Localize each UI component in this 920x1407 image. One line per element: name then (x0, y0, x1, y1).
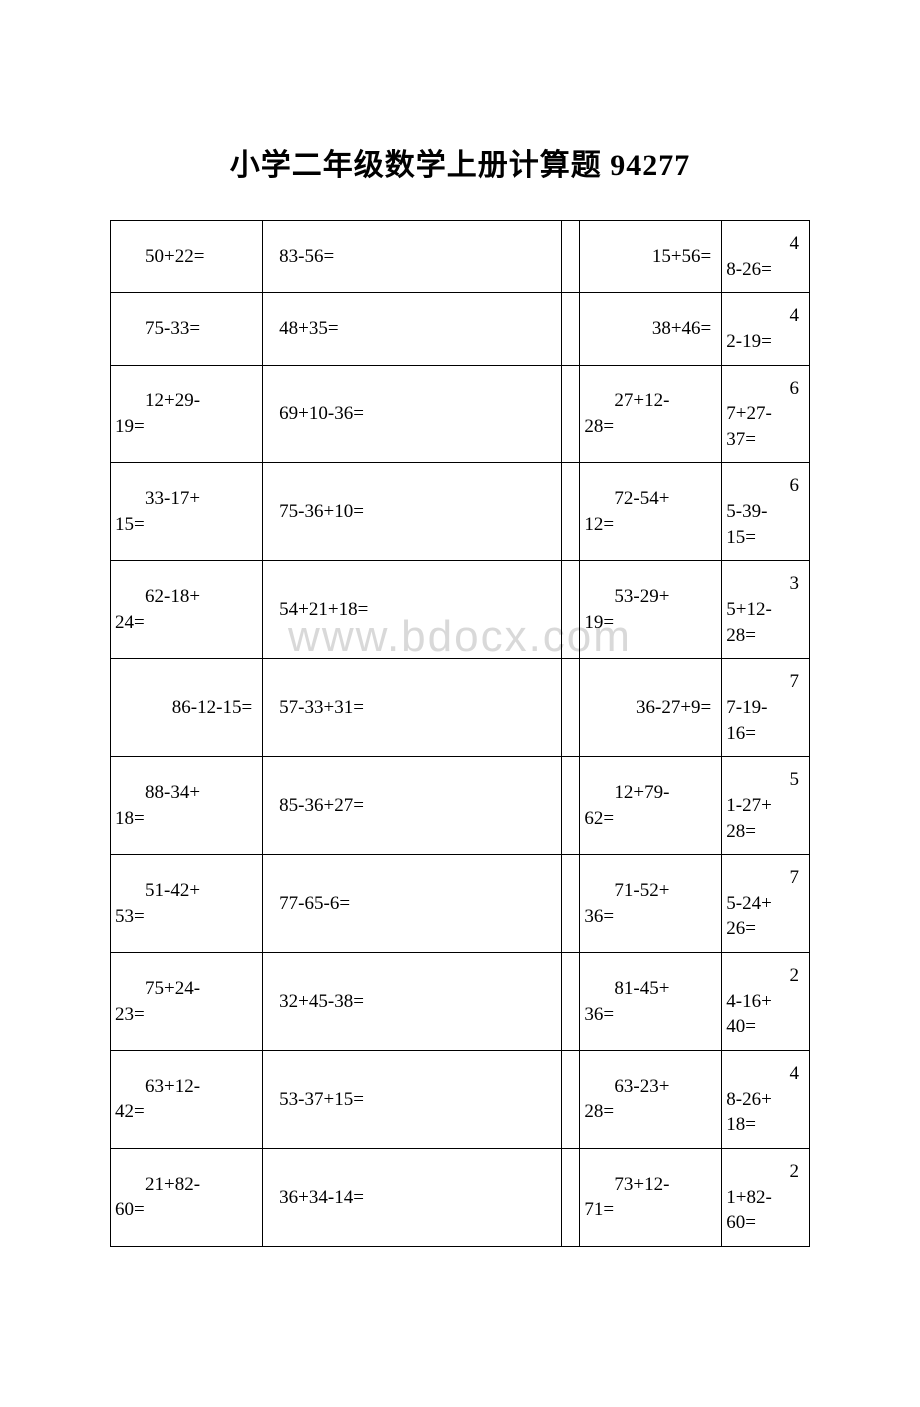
cell: 48-26= (722, 221, 810, 293)
cell: 83-56= (263, 221, 562, 293)
cell: 53-29+19= (580, 561, 722, 659)
cell: 42-19= (722, 293, 810, 365)
math-problems-table: 50+22=83-56=15+56=48-26=75-33=48+35=38+4… (110, 220, 810, 1247)
cell: 36+34-14= (263, 1148, 562, 1246)
cell: 75-24+26= (722, 855, 810, 953)
cell (562, 221, 580, 293)
cell (562, 365, 580, 463)
cell: 21+82-60= (722, 1148, 810, 1246)
cell: 77-19-16= (722, 659, 810, 757)
cell: 62-18+24= (111, 561, 263, 659)
cell (562, 659, 580, 757)
cell: 75-36+10= (263, 463, 562, 561)
cell: 27+12-28= (580, 365, 722, 463)
cell: 71-52+36= (580, 855, 722, 953)
cell (562, 953, 580, 1051)
cell (562, 757, 580, 855)
table-row: 21+82-60=36+34-14=73+12-71=21+82-60= (111, 1148, 810, 1246)
cell: 63+12-42= (111, 1051, 263, 1149)
table-row: 12+29-19=69+10-36=27+12-28=67+27-37= (111, 365, 810, 463)
page-title: 小学二年级数学上册计算题 94277 (110, 140, 810, 184)
cell: 67+27-37= (722, 365, 810, 463)
table-row: 63+12-42=53-37+15=63-23+28=48-26+18= (111, 1051, 810, 1149)
cell: 21+82-60= (111, 1148, 263, 1246)
cell (562, 561, 580, 659)
cell: 51-27+28= (722, 757, 810, 855)
cell: 86-12-15= (111, 659, 263, 757)
cell: 75-33= (111, 293, 263, 365)
table-row: 62-18+24=54+21+18=53-29+19=35+12-28= (111, 561, 810, 659)
cell: 77-65-6= (263, 855, 562, 953)
cell: 50+22= (111, 221, 263, 293)
table-row: 51-42+53=77-65-6=71-52+36=75-24+26= (111, 855, 810, 953)
cell: 32+45-38= (263, 953, 562, 1051)
cell: 57-33+31= (263, 659, 562, 757)
cell: 51-42+53= (111, 855, 263, 953)
cell: 36-27+9= (580, 659, 722, 757)
cell (562, 1148, 580, 1246)
table-row: 75+24-23=32+45-38=81-45+36=24-16+40= (111, 953, 810, 1051)
cell: 48+35= (263, 293, 562, 365)
cell: 15+56= (580, 221, 722, 293)
cell: 88-34+18= (111, 757, 263, 855)
cell (562, 293, 580, 365)
cell: 54+21+18= (263, 561, 562, 659)
cell: 81-45+36= (580, 953, 722, 1051)
cell: 75+24-23= (111, 953, 263, 1051)
cell: 33-17+15= (111, 463, 263, 561)
cell (562, 855, 580, 953)
table-row: 88-34+18=85-36+27=12+79-62=51-27+28= (111, 757, 810, 855)
table-row: 33-17+15=75-36+10=72-54+12=65-39-15= (111, 463, 810, 561)
cell (562, 463, 580, 561)
cell: 69+10-36= (263, 365, 562, 463)
cell: 24-16+40= (722, 953, 810, 1051)
cell: 72-54+12= (580, 463, 722, 561)
cell: 35+12-28= (722, 561, 810, 659)
cell: 63-23+28= (580, 1051, 722, 1149)
cell: 65-39-15= (722, 463, 810, 561)
cell: 73+12-71= (580, 1148, 722, 1246)
table-row: 86-12-15=57-33+31=36-27+9=77-19-16= (111, 659, 810, 757)
cell (562, 1051, 580, 1149)
cell: 48-26+18= (722, 1051, 810, 1149)
table-row: 75-33=48+35=38+46=42-19= (111, 293, 810, 365)
cell: 12+79-62= (580, 757, 722, 855)
cell: 53-37+15= (263, 1051, 562, 1149)
cell: 85-36+27= (263, 757, 562, 855)
cell: 12+29-19= (111, 365, 263, 463)
table-row: 50+22=83-56=15+56=48-26= (111, 221, 810, 293)
cell: 38+46= (580, 293, 722, 365)
